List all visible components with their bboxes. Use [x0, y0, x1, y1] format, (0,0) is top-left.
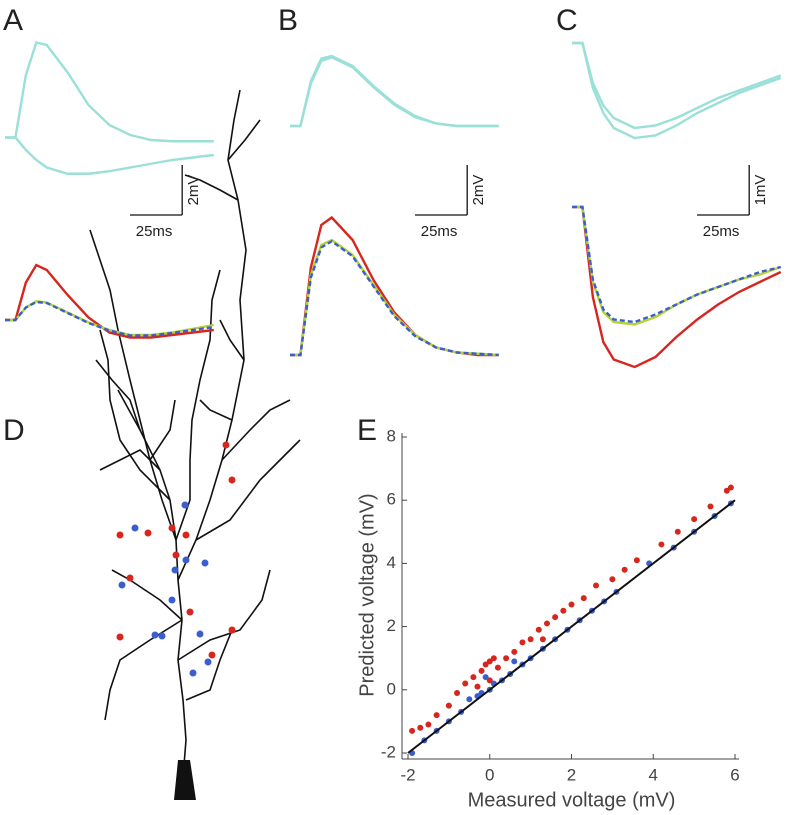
panel-label: D — [3, 414, 25, 447]
y-tick-label: 0 — [387, 679, 396, 698]
point — [543, 620, 550, 627]
point — [539, 636, 546, 643]
y-tick-label: 4 — [387, 553, 396, 572]
point — [445, 702, 452, 709]
y-tick-label: 6 — [387, 490, 396, 509]
point — [433, 712, 440, 719]
scalebar-y-label: 1mV — [752, 175, 769, 206]
y-axis-label: Predicted voltage (mV) — [356, 493, 378, 696]
point — [552, 614, 559, 621]
point — [519, 639, 526, 646]
trace — [290, 215, 499, 357]
x-tick-label: 0 — [485, 765, 494, 784]
trace — [290, 55, 499, 128]
scalebar-x-label: 25ms — [421, 223, 458, 240]
trace — [290, 238, 499, 357]
trace — [572, 205, 782, 326]
point — [609, 576, 616, 583]
trace — [572, 205, 782, 369]
trace — [5, 41, 214, 143]
scalebar-y-label: 2mV — [185, 175, 202, 206]
trace — [572, 205, 782, 324]
point — [727, 484, 734, 491]
synapse-markers — [116, 441, 236, 677]
trace — [572, 41, 782, 140]
point — [425, 721, 432, 728]
x-axis-label: Measured voltage (mV) — [468, 789, 676, 811]
point — [454, 689, 461, 696]
point — [482, 674, 489, 681]
point — [494, 664, 501, 671]
x-tick-label: -2 — [400, 765, 415, 784]
trace — [290, 239, 499, 357]
trace — [5, 136, 214, 175]
scalebar-x-label: 25ms — [703, 223, 740, 240]
point — [478, 667, 485, 674]
point — [658, 541, 665, 548]
y-tick-label: -2 — [381, 742, 396, 761]
y-tick-label: 8 — [387, 426, 396, 445]
y-tick-label: 2 — [387, 616, 396, 635]
panel-label: C — [556, 4, 578, 37]
x-tick-label: 6 — [730, 765, 739, 784]
point — [633, 557, 640, 564]
scalebar-y-label: 2mV — [470, 175, 487, 206]
point — [560, 607, 567, 614]
point — [707, 503, 714, 510]
point — [417, 724, 424, 731]
panel-label: A — [3, 4, 23, 37]
panel-label: B — [278, 4, 298, 37]
point — [593, 582, 600, 589]
point — [723, 487, 730, 494]
identity-line — [407, 499, 736, 754]
point — [511, 648, 518, 655]
trace — [290, 54, 499, 128]
point — [462, 680, 469, 687]
point — [486, 677, 493, 684]
point — [482, 661, 489, 668]
soma — [174, 760, 196, 800]
point — [621, 566, 628, 573]
neuron-morphology — [89, 89, 301, 791]
point — [470, 674, 477, 681]
point — [580, 595, 587, 602]
point — [527, 636, 534, 643]
trace — [5, 300, 214, 337]
trace — [572, 41, 782, 130]
panel-label: E — [357, 414, 377, 447]
point — [486, 658, 493, 665]
point — [474, 683, 481, 690]
trace — [5, 300, 214, 337]
point — [490, 655, 497, 662]
point — [674, 528, 681, 535]
trace — [5, 263, 214, 339]
point — [409, 727, 416, 734]
point — [503, 655, 510, 662]
scalebar-x-label: 25ms — [136, 223, 173, 240]
x-tick-label: 2 — [567, 765, 576, 784]
point — [466, 696, 473, 703]
x-tick-label: 4 — [649, 765, 658, 784]
point — [535, 626, 542, 633]
point — [511, 658, 518, 665]
point — [568, 601, 575, 608]
point — [691, 516, 698, 523]
